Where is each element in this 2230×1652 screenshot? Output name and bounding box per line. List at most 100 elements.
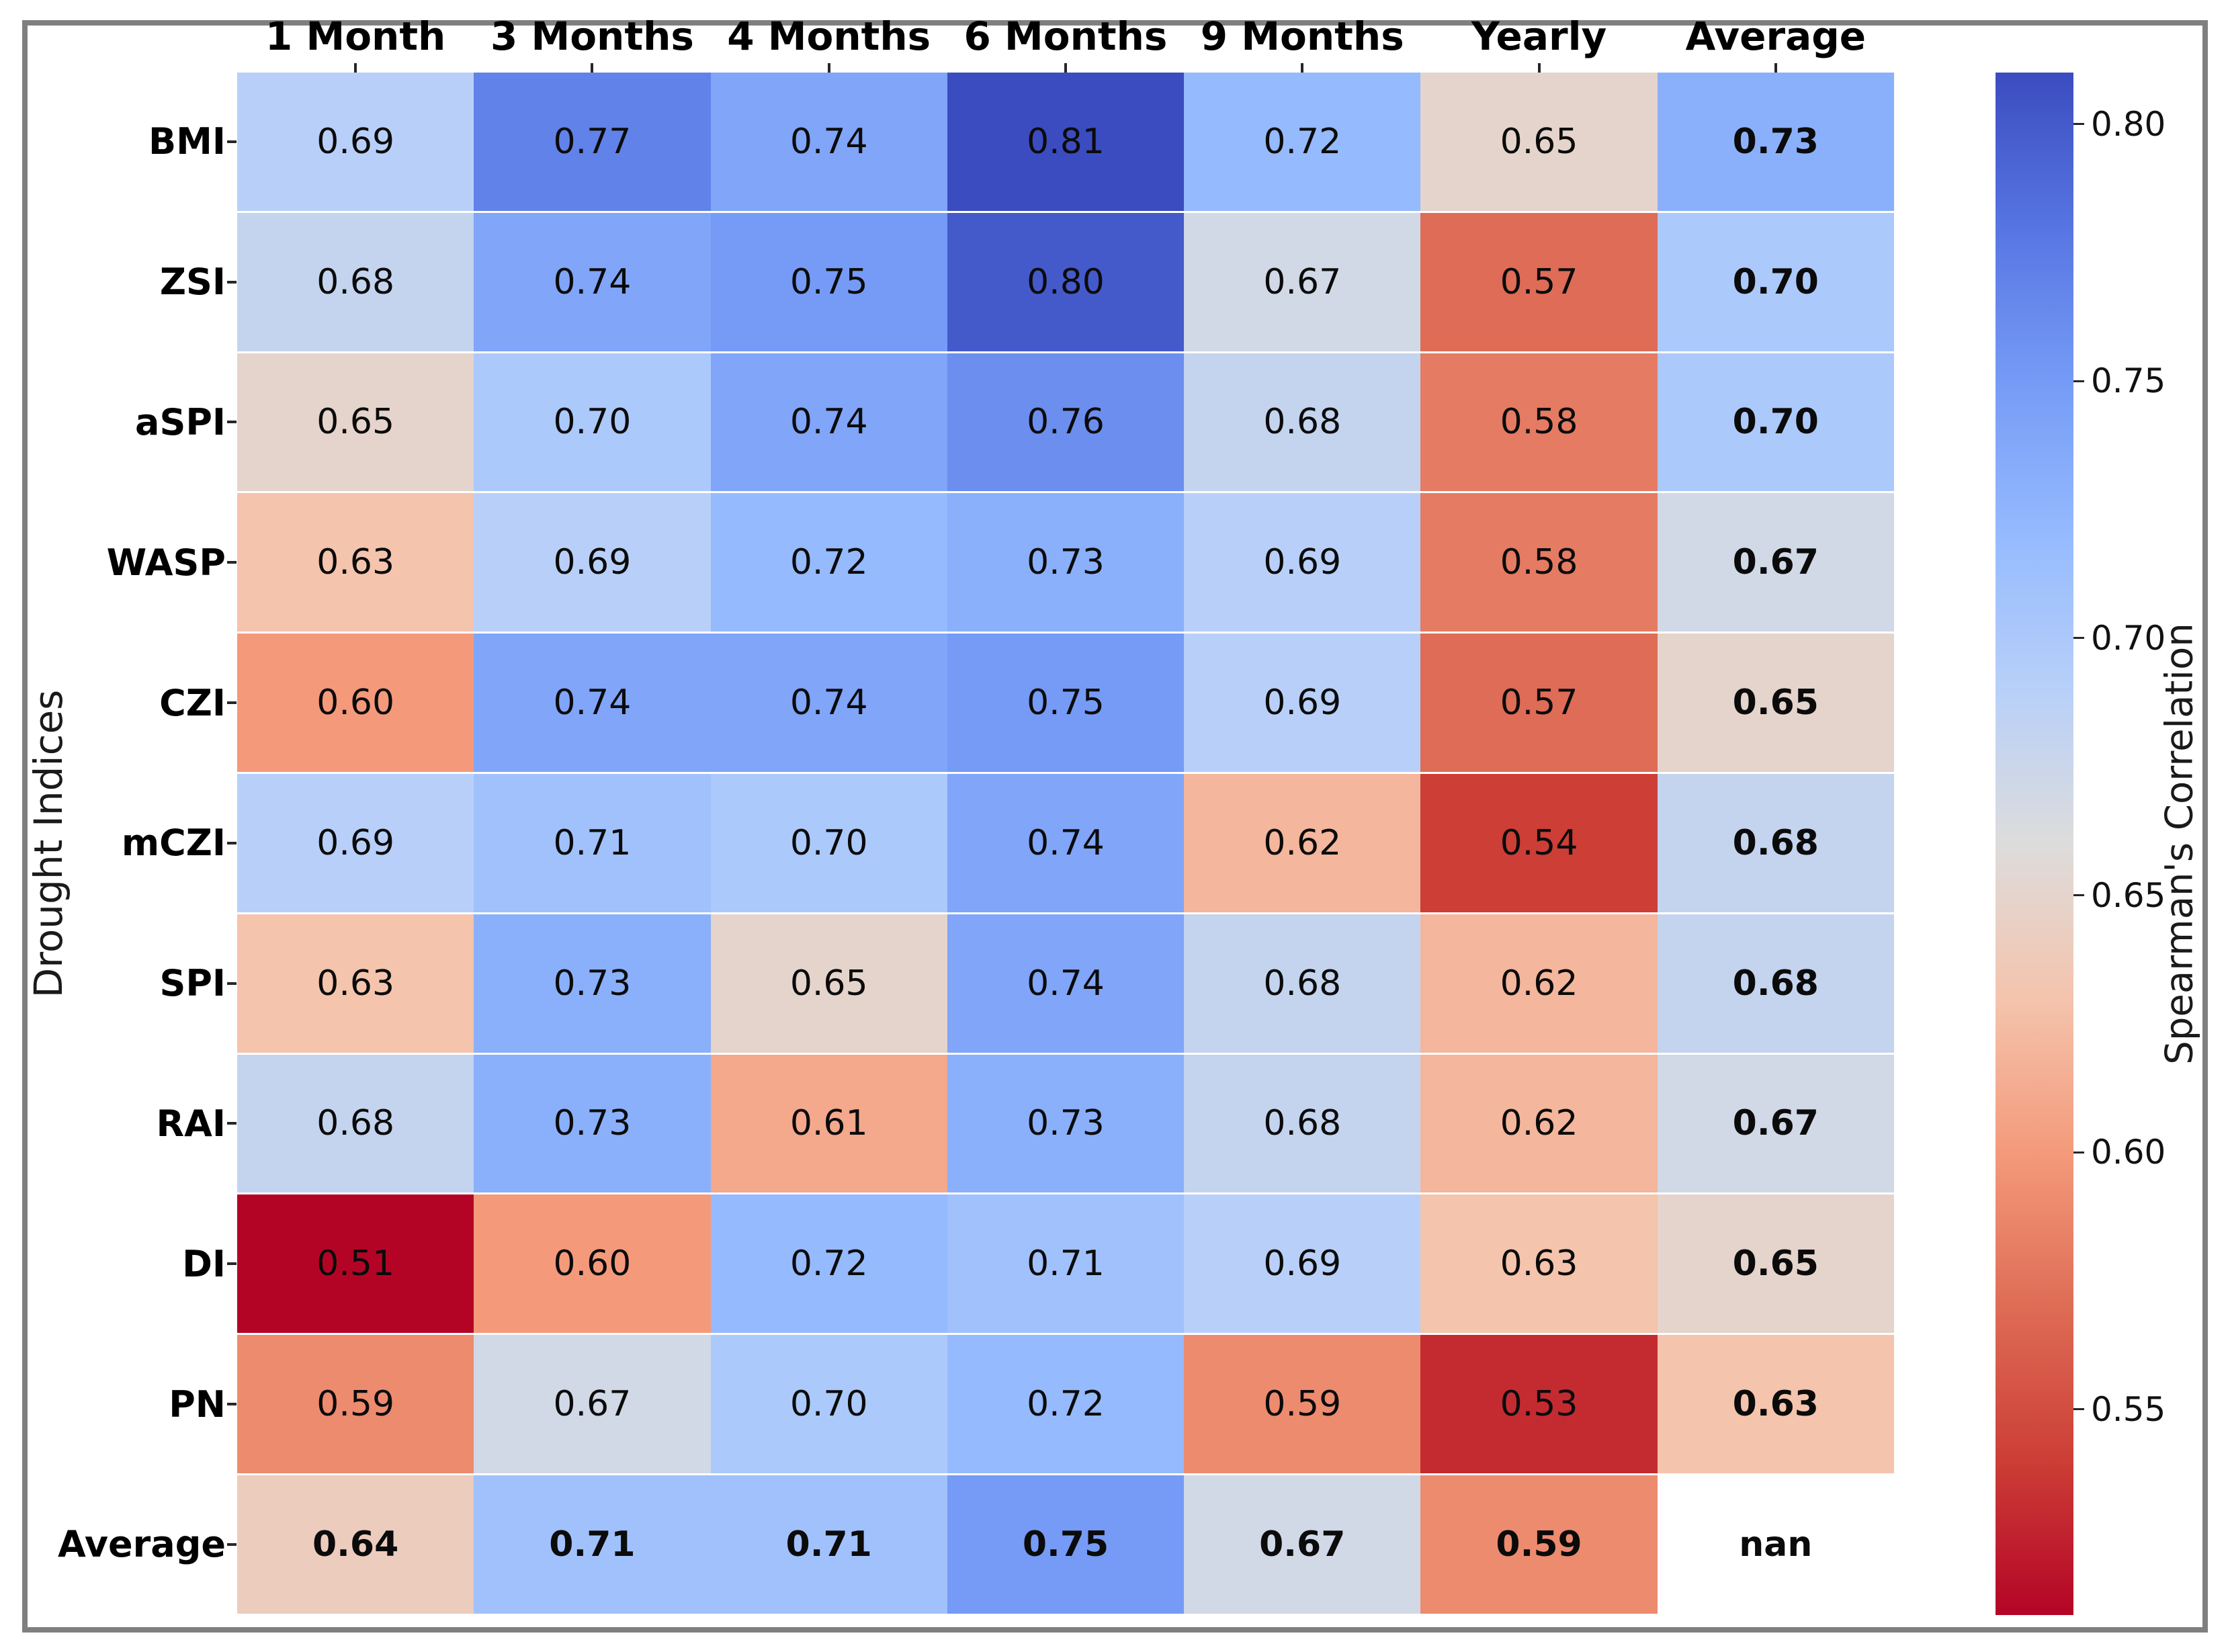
row-label: ZSI <box>159 261 226 304</box>
row-label: RAI <box>156 1102 226 1145</box>
x-tick-mark <box>1420 63 1657 73</box>
row-label: aSPI <box>135 400 226 443</box>
heatmap-cell: 0.72 <box>1184 73 1421 211</box>
heatmap-cell: 0.59 <box>1184 1335 1421 1473</box>
column-header: Yearly <box>1471 13 1607 59</box>
heatmap-cell: 0.73 <box>947 493 1185 632</box>
heatmap-cell: 0.63 <box>237 914 474 1053</box>
heatmap-cell: 0.70 <box>710 1335 947 1473</box>
heatmap-cell: 0.74 <box>710 353 947 492</box>
heatmap-cell: 0.70 <box>474 353 711 492</box>
colorbar-tick-mark <box>2073 380 2084 382</box>
heatmap-cell: 0.68 <box>1184 1054 1421 1193</box>
heatmap-cell: 0.68 <box>1657 914 1894 1053</box>
x-tick-mark <box>474 63 710 73</box>
heatmap-cell: 0.60 <box>237 634 474 772</box>
heatmap-cell: 0.62 <box>1184 773 1421 912</box>
heatmap-cell: 0.77 <box>474 73 711 211</box>
heatmap-cell: 0.65 <box>1657 634 1894 772</box>
heatmap-cell: 0.76 <box>947 353 1185 492</box>
heatmap-cell: 0.68 <box>1657 773 1894 912</box>
heatmap-cell: 0.63 <box>237 493 474 632</box>
heatmap-cell: 0.60 <box>474 1194 711 1334</box>
heatmap-cell: 0.62 <box>1420 1054 1658 1193</box>
heatmap-cell: 0.68 <box>237 212 474 351</box>
colorbar-tick-mark <box>2073 1408 2084 1411</box>
heatmap-row: 0.59 0.67 0.70 0.72 0.59 0.53 0.63 <box>237 1335 1894 1473</box>
colorbar-tick-label: 0.60 <box>2091 1133 2166 1172</box>
colorbar <box>1996 73 2073 1615</box>
heatmap-row: 0.60 0.74 0.74 0.75 0.69 0.57 0.65 <box>237 634 1894 772</box>
y-tick-mark <box>227 1475 237 1614</box>
heatmap-cell: 0.72 <box>947 1335 1185 1473</box>
heatmap-cell: 0.68 <box>1184 353 1421 492</box>
column-header-row: 1 Month 3 Months 4 Months 6 Months 9 Months Y… <box>237 11 1894 62</box>
y-tick-mark <box>227 1335 237 1473</box>
heatmap-cell: 0.53 <box>1420 1335 1658 1473</box>
heatmap-cell: 0.67 <box>1657 1054 1894 1193</box>
heatmap-row: 0.68 0.73 0.61 0.73 0.68 0.62 0.67 <box>237 1054 1894 1193</box>
heatmap-cell: 0.73 <box>474 1054 711 1193</box>
heatmap-cell: 0.62 <box>1420 914 1658 1053</box>
colorbar-label: Spearman's Correlation <box>2157 623 2202 1065</box>
heatmap-cell: 0.81 <box>947 73 1185 211</box>
heatmap-cell: 0.65 <box>710 914 947 1053</box>
heatmap-cell: 0.64 <box>237 1475 474 1614</box>
heatmap-grid: 0.69 0.77 0.74 0.81 0.72 0.65 0.73 0.68 0.74 0.75… <box>237 73 1894 1614</box>
heatmap-cell: 0.67 <box>474 1335 711 1473</box>
y-tick-mark <box>227 774 237 912</box>
y-tick-mark <box>227 73 237 211</box>
colorbar-tick-mark <box>2073 894 2084 897</box>
heatmap-cell: 0.69 <box>1184 1194 1421 1334</box>
x-tick-mark <box>1184 63 1420 73</box>
heatmap-cell: 0.74 <box>474 634 711 772</box>
row-label: SPI <box>159 962 226 1005</box>
row-label-column: BMI ZSI aSPI WASP CZI mCZI SPI RAI DI PN Average <box>27 73 226 1614</box>
heatmap-cell: 0.67 <box>1184 1475 1421 1614</box>
column-header: 4 Months <box>727 13 931 59</box>
x-tick-mark <box>947 63 1184 73</box>
heatmap-row: 0.69 0.71 0.70 0.74 0.62 0.54 0.68 <box>237 773 1894 912</box>
colorbar-tick-mark <box>2073 637 2084 640</box>
heatmap-cell: 0.80 <box>947 212 1185 351</box>
column-header: 6 Months <box>963 13 1168 59</box>
colorbar-tick-label: 0.65 <box>2091 875 2166 915</box>
row-label: Average <box>57 1523 226 1566</box>
heatmap-row: 0.69 0.77 0.74 0.81 0.72 0.65 0.73 <box>237 73 1894 211</box>
y-tick-mark <box>227 1194 237 1333</box>
heatmap-cell: 0.63 <box>1657 1335 1894 1473</box>
heatmap-cell: 0.70 <box>1657 212 1894 351</box>
heatmap-cell: 0.69 <box>237 773 474 912</box>
row-label: BMI <box>148 120 226 163</box>
row-label: WASP <box>106 541 226 584</box>
heatmap-cell: 0.68 <box>1184 914 1421 1053</box>
heatmap-cell: 0.54 <box>1420 773 1658 912</box>
heatmap-cell: 0.74 <box>710 73 947 211</box>
heatmap-cell: 0.65 <box>1657 1194 1894 1334</box>
y-tick-mark <box>227 213 237 351</box>
colorbar-tick-label: 0.70 <box>2091 618 2166 658</box>
x-tick-mark <box>1658 63 1894 73</box>
heatmap-cell: 0.51 <box>237 1194 474 1334</box>
y-tick-mark <box>227 634 237 772</box>
heatmap-cell: nan <box>1657 1475 1894 1614</box>
column-header: 9 Months <box>1200 13 1404 59</box>
y-tick-mark <box>227 914 237 1053</box>
heatmap-cell: 0.69 <box>237 73 474 211</box>
heatmap-cell: 0.59 <box>1420 1475 1658 1614</box>
heatmap-row: 0.63 0.69 0.72 0.73 0.69 0.58 0.67 <box>237 493 1894 632</box>
heatmap-cell: 0.69 <box>1184 493 1421 632</box>
heatmap-cell: 0.71 <box>474 1475 711 1614</box>
heatmap-cell: 0.69 <box>474 493 711 632</box>
heatmap-cell: 0.73 <box>1657 73 1894 211</box>
heatmap-cell: 0.57 <box>1420 634 1658 772</box>
heatmap-cell: 0.70 <box>710 773 947 912</box>
heatmap-cell: 0.68 <box>237 1054 474 1193</box>
heatmap-cell: 0.58 <box>1420 353 1658 492</box>
heatmap-cell: 0.58 <box>1420 493 1658 632</box>
heatmap-row: 0.63 0.73 0.65 0.74 0.68 0.62 0.68 <box>237 914 1894 1053</box>
colorbar-tick-label: 0.75 <box>2091 361 2166 401</box>
heatmap-cell: 0.74 <box>474 212 711 351</box>
heatmap-cell: 0.75 <box>947 634 1185 772</box>
heatmap-cell: 0.59 <box>237 1335 474 1473</box>
